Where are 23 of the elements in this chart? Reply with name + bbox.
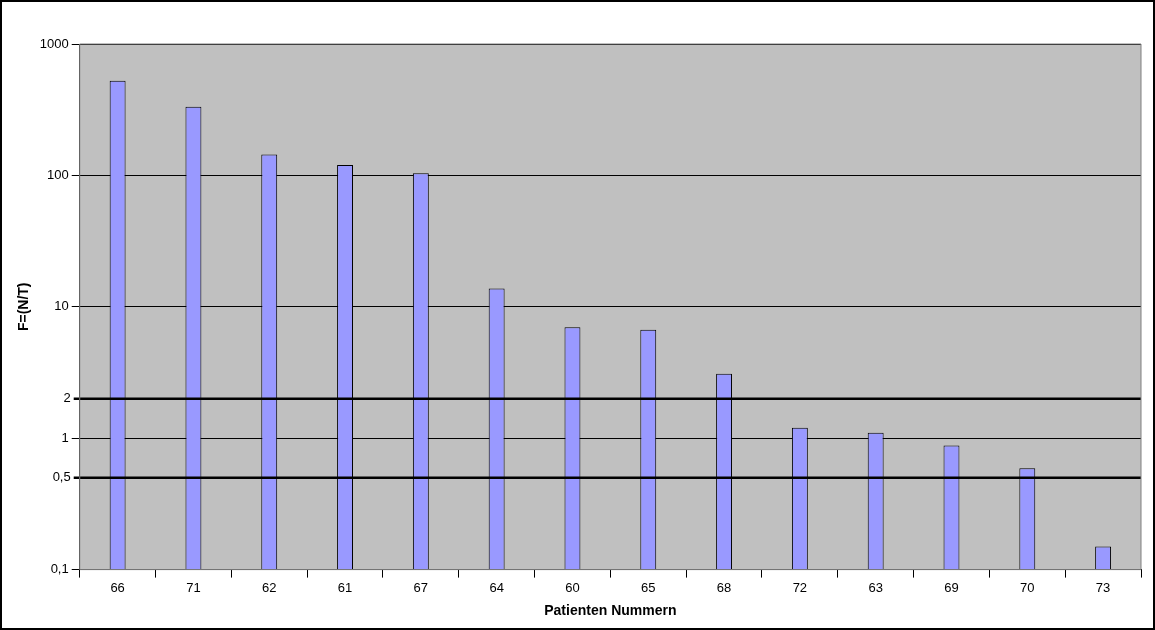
x-tick-label: 64 (489, 579, 504, 595)
y-axis-title: F=(N/T) (15, 282, 32, 332)
x-tick-label: 61 (337, 579, 353, 595)
x-tick-label: 66 (110, 579, 125, 595)
x-tick-label: 71 (186, 579, 201, 595)
x-tick-label: 63 (868, 579, 883, 595)
x-tick-label: 68 (716, 579, 732, 595)
x-axis-title: Patienten Nummern (544, 602, 677, 619)
y-tick-label: 1 (61, 429, 69, 445)
x-tick-label: 73 (1095, 579, 1111, 595)
ref-line-label: 2 (63, 390, 71, 406)
x-tick-label: 65 (641, 579, 656, 595)
y-tick-label: 100 (47, 166, 69, 182)
x-tick-label: 62 (262, 579, 277, 595)
y-tick-label: 10 (54, 298, 69, 314)
x-tick-label: 72 (792, 579, 808, 595)
x-tick-label: 70 (1020, 579, 1035, 595)
x-tick-label: 67 (413, 579, 429, 595)
y-tick-label: 0,1 (50, 561, 69, 577)
y-tick-label: 1000 (39, 35, 69, 51)
x-tick-label: 69 (944, 579, 959, 595)
x-tick-label: 60 (565, 579, 580, 595)
ref-line-label: 0,5 (52, 469, 71, 485)
